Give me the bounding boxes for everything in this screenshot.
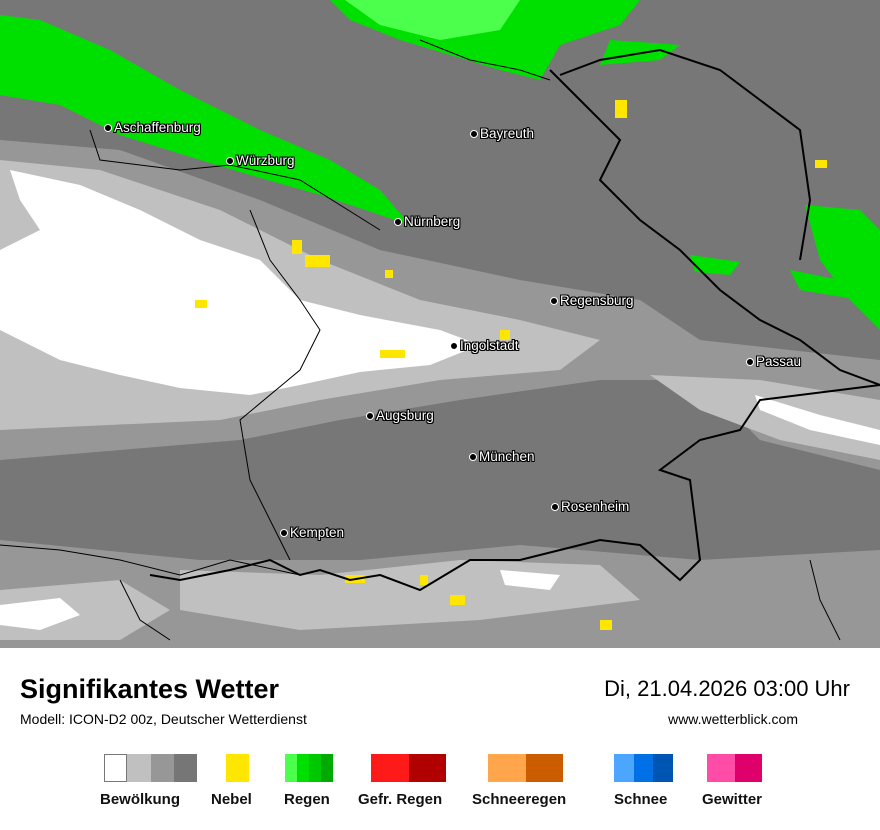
- rain-east2: [790, 270, 860, 300]
- city-nuernberg: Nürnberg: [394, 214, 460, 229]
- cloud-light-east: [650, 375, 880, 460]
- legend-swatch: [614, 754, 634, 782]
- city-regensburg: Regensburg: [550, 293, 634, 308]
- legend-swatch: [408, 754, 446, 782]
- city-wuerzburg: Würzburg: [226, 153, 295, 168]
- rain-east3: [690, 255, 740, 275]
- legend-swatch: [226, 754, 249, 782]
- legend-swatch-group: [488, 754, 563, 782]
- state-borders: [0, 39, 841, 641]
- city-aschaffenburg: Aschaffenburg: [104, 120, 201, 135]
- legend-swatches: [371, 754, 446, 782]
- legend-swatch: [633, 754, 654, 782]
- weather-layer: [0, 0, 880, 648]
- legend-swatch: [525, 754, 563, 782]
- city-passau: Passau: [746, 354, 801, 369]
- city-marker-icon: [280, 528, 288, 537]
- legend-swatch: [653, 754, 673, 782]
- legend-swatches: [488, 754, 563, 782]
- legend-label: Schnee: [614, 791, 668, 808]
- city-rosenheim: Rosenheim: [551, 499, 629, 514]
- legend-label: Gefr. Regen: [358, 791, 443, 808]
- legend-swatch: [150, 754, 174, 782]
- city-marker-icon: [226, 156, 234, 165]
- legend-swatch: [734, 754, 762, 782]
- legend-swatch-group: [226, 754, 249, 782]
- country-borders: [149, 48, 880, 592]
- legend-swatch-group: [104, 754, 197, 782]
- city-marker-icon: [450, 341, 458, 350]
- legend-swatch: [309, 754, 321, 782]
- model-info: Modell: ICON-D2 00z, Deutscher Wetterdie…: [20, 711, 307, 727]
- legend-swatches: [285, 754, 333, 782]
- city-kempten: Kempten: [280, 525, 344, 540]
- city-marker-icon: [551, 502, 559, 511]
- city-marker-icon: [104, 123, 112, 132]
- cloud-white-south: [500, 570, 560, 590]
- website-link[interactable]: www.wetterblick.com: [668, 711, 798, 727]
- cloud-white-east: [755, 395, 880, 445]
- legend-label: Nebel: [211, 791, 252, 808]
- rain-north-light: [345, 0, 520, 40]
- legend-swatch: [297, 754, 309, 782]
- legend-swatch-group: [371, 754, 446, 782]
- forecast-datetime: Di, 21.04.2026 03:00 Uhr: [604, 676, 850, 701]
- legend-swatch-group: [285, 754, 333, 782]
- cloud-white: [0, 170, 480, 395]
- legend-label: Schneeregen: [472, 791, 567, 808]
- rain-nw: [0, 15, 410, 225]
- legend-swatch: [371, 754, 409, 782]
- legend-swatch: [707, 754, 735, 782]
- city-ingolstadt: Ingolstadt: [450, 338, 519, 353]
- footer: Signifikantes Wetter Modell: ICON-D2 00z…: [0, 648, 880, 830]
- legend-swatch: [127, 754, 151, 782]
- city-marker-icon: [746, 357, 754, 366]
- city-marker-icon: [469, 452, 477, 461]
- legend-swatch: [173, 754, 197, 782]
- legend-swatch: [285, 754, 297, 782]
- city-marker-icon: [550, 296, 558, 305]
- legend-swatches: [226, 754, 249, 782]
- city-augsburg: Augsburg: [366, 408, 434, 423]
- city-marker-icon: [366, 411, 374, 420]
- legend-label: Regen: [284, 791, 330, 808]
- rain-east: [805, 205, 880, 330]
- legend-swatch-group: [707, 754, 762, 782]
- legend-swatches: [104, 754, 197, 782]
- legend-swatch: [488, 754, 526, 782]
- legend-label: Bewölkung: [100, 791, 181, 808]
- cloud-white-sw: [0, 598, 80, 630]
- legend-swatch: [104, 754, 128, 782]
- city-marker-icon: [470, 129, 478, 138]
- legend-swatch-group: [614, 754, 673, 782]
- legend-label: Gewitter: [702, 791, 763, 808]
- city-marker-icon: [394, 217, 402, 226]
- legend-swatches: [707, 754, 762, 782]
- city-bayreuth: Bayreuth: [470, 126, 534, 141]
- map-title: Signifikantes Wetter: [20, 674, 280, 704]
- legend-swatch: [321, 754, 333, 782]
- city-muenchen: München: [469, 449, 535, 464]
- weather-map: Aschaffenburg Würzburg Bayreuth Nürnberg…: [0, 0, 880, 648]
- legend-swatches: [614, 754, 673, 782]
